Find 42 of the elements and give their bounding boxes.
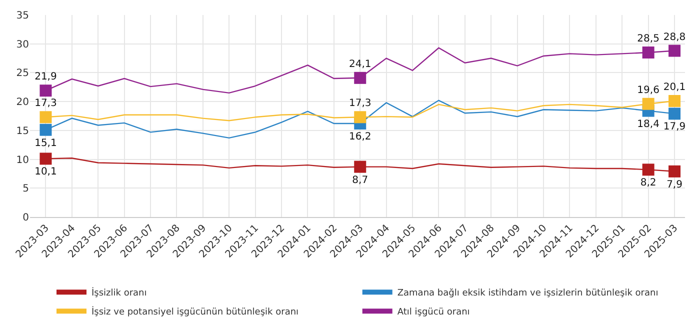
data-label: 17,3 xyxy=(34,98,57,110)
legend-label: İşsiz ve potansiyel işgücünün bütünleşik oranı xyxy=(92,306,299,318)
legend-label: Zamana bağlı eksik istihdam ve işsizlerin bütünleşik oranı xyxy=(397,288,658,299)
data-label: 17,3 xyxy=(348,98,372,110)
point xyxy=(354,160,366,173)
point xyxy=(40,111,52,124)
data-label: 28,5 xyxy=(637,34,660,45)
data-label: 15,1 xyxy=(34,138,57,149)
point xyxy=(668,108,681,120)
point xyxy=(668,44,681,57)
point xyxy=(354,72,366,84)
point xyxy=(668,165,681,178)
data-label: 8,2 xyxy=(640,178,656,189)
data-label: 10,1 xyxy=(34,166,57,178)
point xyxy=(642,46,654,59)
legend-label: Atıl işgücü oranı xyxy=(397,308,470,318)
legend-label: İşsizlik oranı xyxy=(92,286,147,299)
y-tick-label: 5 xyxy=(22,184,29,195)
point xyxy=(642,164,654,176)
point xyxy=(642,98,654,110)
data-label: 16,2 xyxy=(348,132,372,142)
point xyxy=(354,111,366,124)
y-tick-label: 10 xyxy=(16,154,29,166)
data-label: 7,9 xyxy=(666,179,682,190)
y-tick-label: 20 xyxy=(16,97,29,108)
data-label: 24,1 xyxy=(348,58,372,70)
data-label: 18,4 xyxy=(637,118,660,130)
data-label: 20,1 xyxy=(663,82,686,93)
point xyxy=(40,152,52,165)
y-tick-label: 35 xyxy=(16,10,29,22)
data-label: 21,9 xyxy=(34,72,57,83)
data-label: 17,9 xyxy=(663,122,686,133)
y-tick-label: 0 xyxy=(22,212,29,224)
y-tick-label: 15 xyxy=(16,126,29,137)
data-label: 8,7 xyxy=(352,174,368,186)
data-label: 19,6 xyxy=(637,84,660,96)
data-label: 28,8 xyxy=(663,32,686,43)
y-tick-label: 30 xyxy=(16,39,29,50)
point xyxy=(40,84,52,97)
point xyxy=(668,94,681,107)
y-tick-label: 25 xyxy=(16,68,29,80)
point xyxy=(40,124,52,136)
